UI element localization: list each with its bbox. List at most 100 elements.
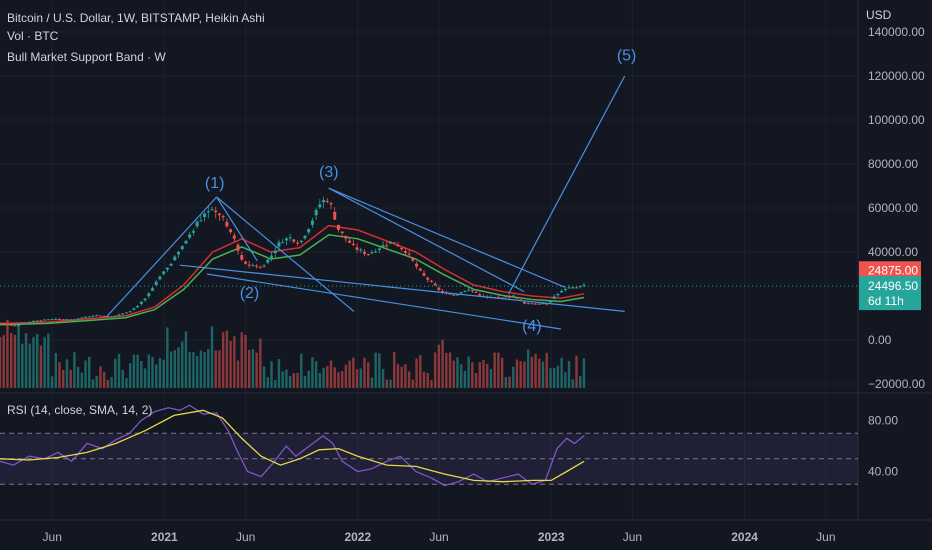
candle-body (39, 320, 43, 322)
volume-bar (344, 364, 348, 388)
volume-bar (389, 379, 392, 388)
volume-bar (556, 365, 560, 388)
volume-bar (307, 370, 310, 388)
volume-bar (277, 358, 281, 388)
volume-bar (404, 364, 407, 388)
volume-bar (489, 368, 493, 388)
volume-bar (84, 360, 87, 388)
volume-bar (459, 364, 463, 388)
volume-bar (240, 332, 243, 388)
price-tick-label: 120000.00 (868, 69, 925, 83)
volume-bar (355, 369, 359, 388)
time-tick-label: 2023 (538, 530, 565, 544)
volume-bar (504, 377, 508, 388)
volume-bar (17, 324, 20, 388)
volume-bar (110, 376, 113, 388)
main-series-legend[interactable]: Bitcoin / U.S. Dollar, 1W, BITSTAMP, Hei… (7, 11, 265, 25)
trend-line (179, 264, 625, 312)
rsi-legend[interactable]: RSI (14, close, SMA, 14, 2) (7, 403, 153, 417)
volume-bar (136, 354, 139, 388)
volume-bar (545, 352, 548, 388)
volume-legend[interactable]: Vol · BTC (7, 29, 59, 43)
trend-line (216, 196, 258, 262)
volume-bar (296, 372, 299, 388)
volume-bar (311, 357, 314, 388)
indicator-legend[interactable]: Bull Market Support Band · W (7, 50, 166, 64)
candle-body (433, 283, 437, 286)
volume-bar (158, 358, 162, 388)
band-ema-line (0, 234, 585, 326)
candle-body (43, 319, 47, 321)
volume-bar (169, 351, 173, 388)
elliott-wave-annotations[interactable]: (1) (2) (3) (4) (5) (105, 48, 636, 336)
candle-body (515, 297, 519, 299)
volume-bar (381, 368, 385, 388)
candle-body (262, 265, 266, 267)
bull-market-support-band (0, 224, 585, 326)
volume-bar (367, 362, 370, 388)
candle-body (180, 246, 184, 250)
candle-body (69, 319, 73, 321)
volume-bar (244, 334, 247, 388)
candle-body (173, 256, 177, 261)
wave-label: (4) (522, 318, 542, 335)
trend-line (105, 196, 218, 318)
candle-body (5, 324, 9, 326)
volume-bar (318, 372, 322, 388)
volume-bar (445, 352, 448, 388)
candle-body (511, 295, 515, 297)
time-tick-label: 2022 (344, 530, 371, 544)
candle-body (80, 317, 84, 319)
volume-bar (340, 371, 344, 388)
candle-body (203, 213, 207, 217)
price-tick-label: 0.00 (868, 333, 892, 347)
candle-body (236, 244, 240, 251)
candle-body (303, 235, 307, 239)
trend-line (328, 187, 565, 288)
candle-body (117, 314, 121, 316)
candle-body (270, 255, 274, 258)
volume-bar (448, 352, 452, 388)
rsi-tick-label: 40.00 (868, 465, 898, 479)
candle-body (403, 251, 407, 253)
volume-bar (2, 335, 5, 388)
volume-bar (486, 363, 489, 388)
volume-bar (76, 366, 80, 388)
candle-body (243, 261, 247, 264)
candle-body (530, 303, 534, 305)
candle-body (247, 264, 251, 266)
candle-body (563, 289, 567, 291)
volume-bar (400, 366, 403, 388)
volume-bar (441, 339, 444, 388)
candle-body (534, 303, 538, 305)
time-tick-label: Jun (623, 530, 642, 544)
price-tick-label: 40000.00 (868, 245, 918, 259)
candle-body (392, 242, 396, 244)
volume-bar (106, 379, 110, 388)
volume-bar (523, 361, 526, 388)
price-tick-label: 140000.00 (868, 25, 925, 39)
rsi-pane (0, 404, 858, 487)
candle-body (571, 287, 575, 289)
candle-body (296, 242, 300, 244)
candle-body (139, 301, 143, 304)
candle-body (20, 323, 24, 325)
candle-body (150, 288, 154, 291)
volume-bar (147, 354, 150, 388)
volume-bar (419, 354, 422, 388)
volume-bar (333, 367, 336, 388)
candle-body (255, 265, 259, 267)
candle-body (2, 323, 6, 325)
candle-body (251, 265, 255, 267)
volume-bar (564, 372, 567, 388)
currency-label[interactable]: USD (866, 8, 892, 22)
candle-body (281, 242, 285, 244)
volume-bar (28, 343, 31, 388)
candle-body (478, 294, 482, 296)
volume-bar (69, 369, 72, 388)
volume-bar (322, 367, 325, 388)
candle-body (98, 315, 102, 317)
candle-body (199, 220, 203, 222)
volume-bar (266, 377, 269, 388)
